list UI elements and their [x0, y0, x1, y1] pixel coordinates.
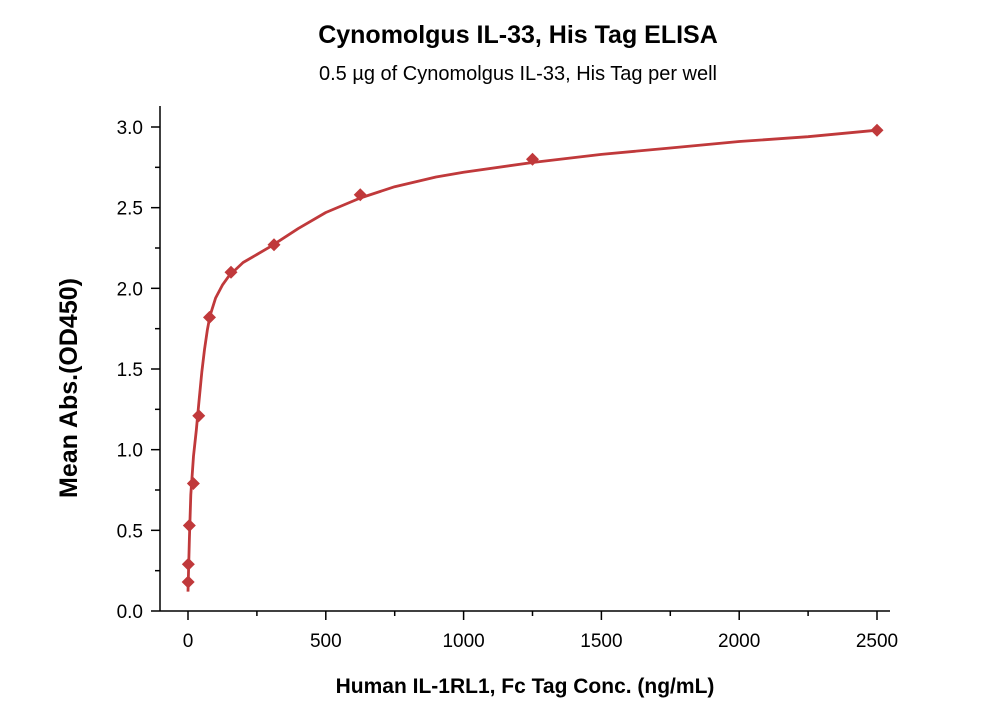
series-layer [181, 123, 884, 592]
data-point-marker [526, 152, 539, 166]
x-axis-label: Human IL-1RL1, Fc Tag Conc. (ng/mL) [336, 675, 715, 698]
x-tick-label: 1000 [442, 631, 484, 652]
y-tick-label: 1.5 [117, 360, 143, 381]
data-point-marker [202, 310, 216, 324]
y-axis-ticks: 0.0 0.5 1.0 1.5 2.0 2.5 3.0 [117, 118, 160, 623]
data-point-marker [181, 575, 195, 589]
data-point-marker [870, 123, 884, 137]
data-point-marker [353, 188, 367, 202]
y-tick-label: 2.0 [117, 279, 143, 300]
data-point-marker [224, 265, 238, 279]
y-tick-label: 1.0 [117, 441, 143, 462]
y-tick-label: 0.0 [117, 602, 143, 623]
fit-curve [186, 128, 878, 592]
x-tick-label: 1500 [580, 631, 622, 652]
y-tick-label: 0.5 [117, 521, 143, 542]
x-tick-label: 2500 [856, 631, 898, 652]
x-axis-ticks: 0 500 1000 1500 2000 2500 [183, 611, 898, 652]
data-point-marker [181, 557, 195, 571]
chart-subtitle: 0.5 µg of Cynomolgus IL-33, His Tag per … [319, 63, 717, 85]
y-tick-label: 2.5 [117, 199, 143, 220]
y-tick-label: 3.0 [117, 118, 143, 139]
x-tick-label: 2000 [718, 631, 760, 652]
y-axis-label: Mean Abs.(OD450) [55, 278, 83, 498]
data-point-marker [182, 518, 196, 532]
axes [159, 106, 890, 612]
x-tick-label: 500 [310, 631, 342, 652]
data-point-marker [186, 477, 200, 491]
data-point-marker [192, 409, 206, 423]
chart-title: Cynomolgus IL-33, His Tag ELISA [318, 21, 718, 49]
x-tick-label: 0 [183, 631, 194, 652]
data-point-marker [267, 238, 281, 252]
